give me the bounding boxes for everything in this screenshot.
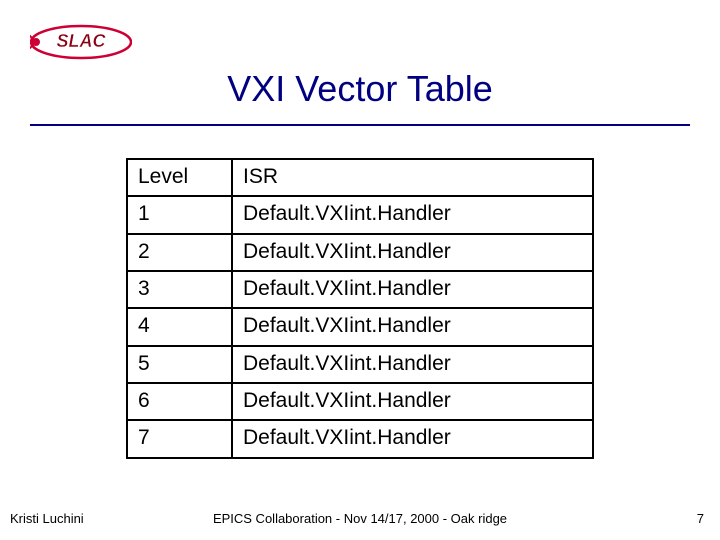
- title-underline: [30, 124, 690, 126]
- cell-level: 3: [127, 271, 232, 308]
- footer-event: EPICS Collaboration - Nov 14/17, 2000 - …: [0, 511, 720, 526]
- slac-logo: SLAC: [30, 22, 132, 62]
- slide-number: 7: [697, 511, 704, 526]
- table-row: 3 Default.VXIint.Handler: [127, 271, 593, 308]
- table-row: 2 Default.VXIint.Handler: [127, 234, 593, 271]
- table-row: 7 Default.VXIint.Handler: [127, 420, 593, 457]
- cell-level: 6: [127, 383, 232, 420]
- slide: SLAC VXI Vector Table Level ISR 1 Defaul…: [0, 0, 720, 540]
- table-header-row: Level ISR: [127, 159, 593, 196]
- cell-level: 2: [127, 234, 232, 271]
- table-row: 6 Default.VXIint.Handler: [127, 383, 593, 420]
- svg-text:SLAC: SLAC: [57, 31, 107, 51]
- cell-isr: Default.VXIint.Handler: [232, 346, 593, 383]
- cell-isr: Default.VXIint.Handler: [232, 420, 593, 457]
- cell-isr: Default.VXIint.Handler: [232, 234, 593, 271]
- table-row: 5 Default.VXIint.Handler: [127, 346, 593, 383]
- cell-level: 7: [127, 420, 232, 457]
- cell-isr: Default.VXIint.Handler: [232, 383, 593, 420]
- header-level: Level: [127, 159, 232, 196]
- cell-level: 4: [127, 308, 232, 345]
- table-row: 1 Default.VXIint.Handler: [127, 196, 593, 233]
- table-row: 4 Default.VXIint.Handler: [127, 308, 593, 345]
- cell-isr: Default.VXIint.Handler: [232, 308, 593, 345]
- cell-isr: Default.VXIint.Handler: [232, 196, 593, 233]
- slide-title: VXI Vector Table: [0, 68, 720, 110]
- header-isr: ISR: [232, 159, 593, 196]
- cell-isr: Default.VXIint.Handler: [232, 271, 593, 308]
- vector-table: Level ISR 1 Default.VXIint.Handler 2 Def…: [126, 158, 594, 459]
- cell-level: 1: [127, 196, 232, 233]
- cell-level: 5: [127, 346, 232, 383]
